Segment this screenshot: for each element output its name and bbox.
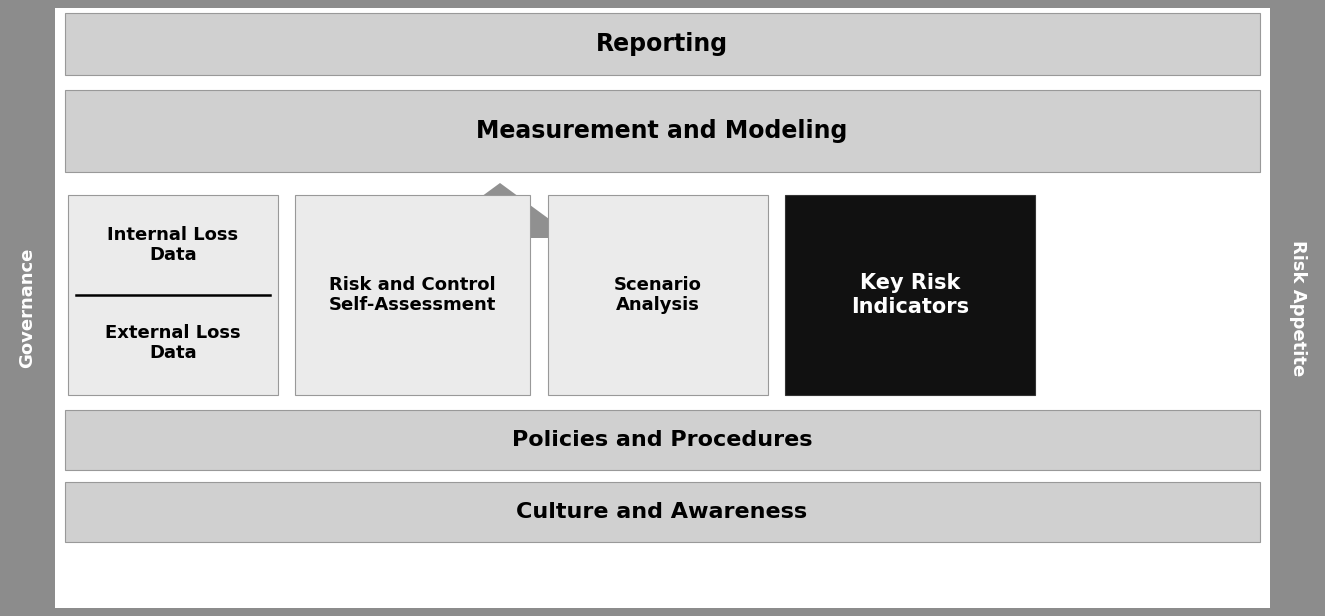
Bar (65, 482, 1260, 542)
Bar (469, 238, 531, 388)
Bar (68, 195, 278, 395)
Text: Reporting: Reporting (596, 32, 727, 56)
Bar (784, 195, 1035, 395)
Bar (65, 13, 1260, 75)
Text: Governance: Governance (19, 248, 36, 368)
Bar (65, 410, 1260, 470)
Bar (549, 195, 768, 395)
Text: External Loss
Data: External Loss Data (105, 323, 241, 362)
Text: Internal Loss
Data: Internal Loss Data (107, 225, 238, 264)
Text: Policies and Procedures: Policies and Procedures (511, 430, 812, 450)
Text: Risk and Control
Self-Assessment: Risk and Control Self-Assessment (329, 275, 496, 314)
Text: Measurement and Modeling: Measurement and Modeling (476, 119, 848, 143)
Polygon shape (425, 183, 575, 238)
Bar (65, 90, 1260, 172)
Text: Scenario
Analysis: Scenario Analysis (613, 275, 702, 314)
Text: Key Risk
Indicators: Key Risk Indicators (851, 274, 969, 317)
Text: Risk Appetite: Risk Appetite (1289, 240, 1306, 376)
Bar (295, 195, 530, 395)
Text: Culture and Awareness: Culture and Awareness (517, 502, 807, 522)
